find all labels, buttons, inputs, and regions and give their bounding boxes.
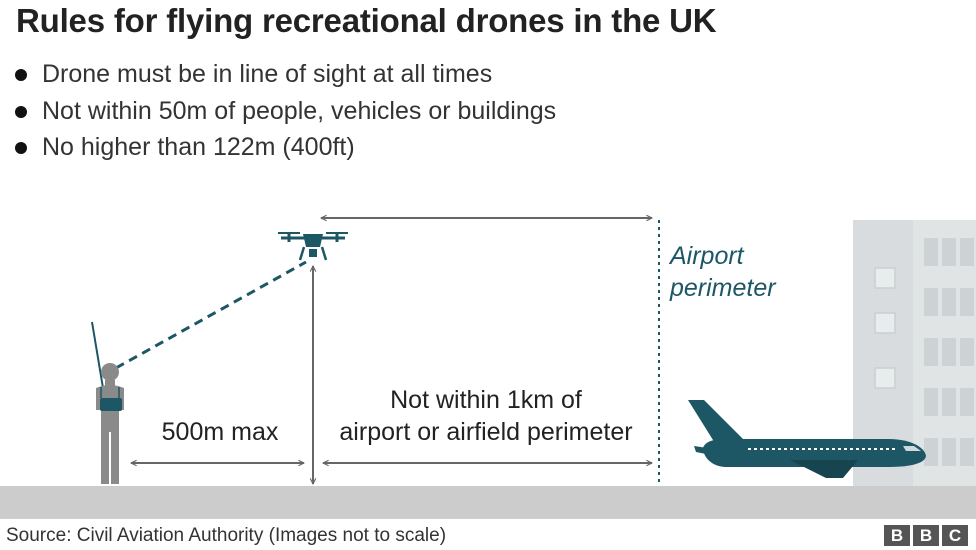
airport-building-icon [853,220,976,518]
bbc-logo: B B C [884,525,968,546]
max-distance-label: 500m max [162,418,279,446]
airport-rule-label-line2: airport or airfield perimeter [339,418,632,446]
rule-text: No higher than 122m (400ft) [42,133,355,161]
rule-item: Drone must be in line of sight at all ti… [14,60,556,97]
bullet-icon [15,69,27,81]
rule-item: Not within 50m of people, vehicles or bu… [14,97,556,134]
source-text: Source: Civil Aviation Authority (Images… [6,525,447,546]
person-with-controller-icon [91,321,124,484]
rule-item: No higher than 122m (400ft) [14,133,556,170]
rules-list: Drone must be in line of sight at all ti… [14,60,556,170]
bbc-logo-letter: B [913,525,939,546]
line-of-sight-line [115,260,307,370]
page-title: Rules for flying recreational drones in … [16,2,717,39]
airport-perimeter-label-line1: Airport [668,242,745,270]
bbc-logo-letter: B [884,525,910,546]
bullet-icon [15,105,27,118]
bbc-logo-letter: C [942,525,968,546]
rule-text: Drone must be in line of sight at all ti… [42,60,493,88]
airport-perimeter-label-line2: perimeter [669,274,777,302]
airplane-icon [688,400,926,478]
airport-rule-label-line1: Not within 1km of [390,386,582,414]
footer: Source: Civil Aviation Authority (Images… [0,518,976,550]
rule-text: Not within 50m of people, vehicles or bu… [42,96,557,125]
drone-icon [278,232,348,261]
ground [0,486,976,518]
bullet-icon [15,142,27,154]
